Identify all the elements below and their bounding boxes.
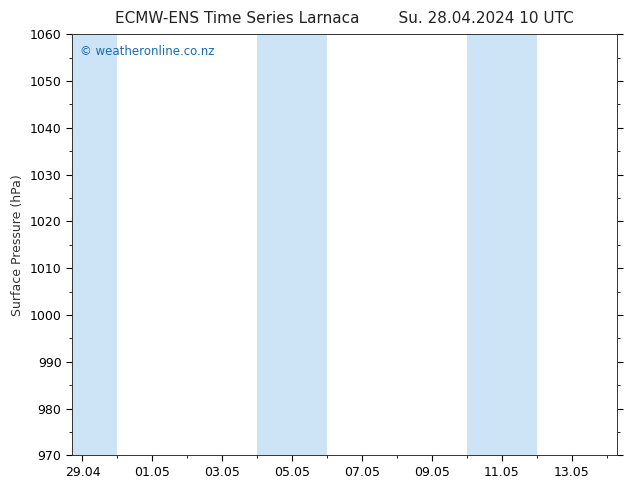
Y-axis label: Surface Pressure (hPa): Surface Pressure (hPa) — [11, 174, 24, 316]
Bar — [72, 34, 117, 456]
Title: ECMW-ENS Time Series Larnaca        Su. 28.04.2024 10 UTC: ECMW-ENS Time Series Larnaca Su. 28.04.2… — [115, 11, 574, 26]
Bar — [467, 34, 537, 456]
Bar — [257, 34, 327, 456]
Text: © weatheronline.co.nz: © weatheronline.co.nz — [80, 45, 215, 58]
